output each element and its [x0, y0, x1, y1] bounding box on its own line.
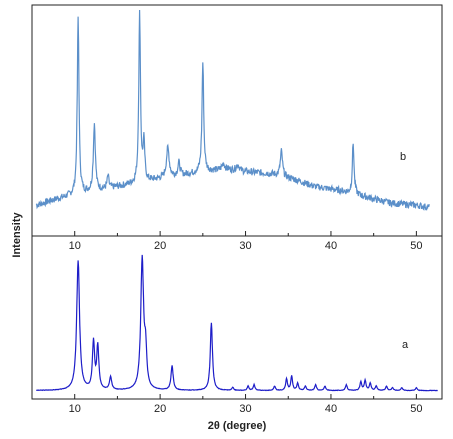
panel-b-x-tick-label: 20: [154, 240, 166, 252]
panel-a-x-tick-label: 40: [325, 403, 337, 415]
panel-a-x-tick-label: 30: [239, 403, 251, 415]
panel-b-x-tick-label: 50: [410, 240, 422, 252]
panel-a-frame: [31, 235, 443, 400]
panel-a-x-tick-label: 50: [410, 403, 422, 415]
panel-b-x-tick-label: 40: [325, 240, 337, 252]
panel-b-series-line: [35, 9, 430, 212]
panel-a: 10 20 30 40 50 a: [31, 235, 443, 415]
panel-a-x-tick-label: 10: [69, 403, 81, 415]
y-axis-title: Intensity: [11, 212, 23, 258]
panel-b-tag: b: [400, 151, 406, 163]
panel-a-x-tick-label: 20: [154, 403, 166, 415]
panel-a-series-line: [36, 254, 438, 392]
panel-b-x-tick-label: 30: [239, 240, 251, 252]
x-axis-title: 2θ (degree): [208, 420, 267, 432]
panel-b: 10 20 30 40 50 b: [31, 4, 443, 252]
panel-a-tag: a: [402, 339, 409, 351]
panel-b-x-tick-label: 10: [69, 240, 81, 252]
